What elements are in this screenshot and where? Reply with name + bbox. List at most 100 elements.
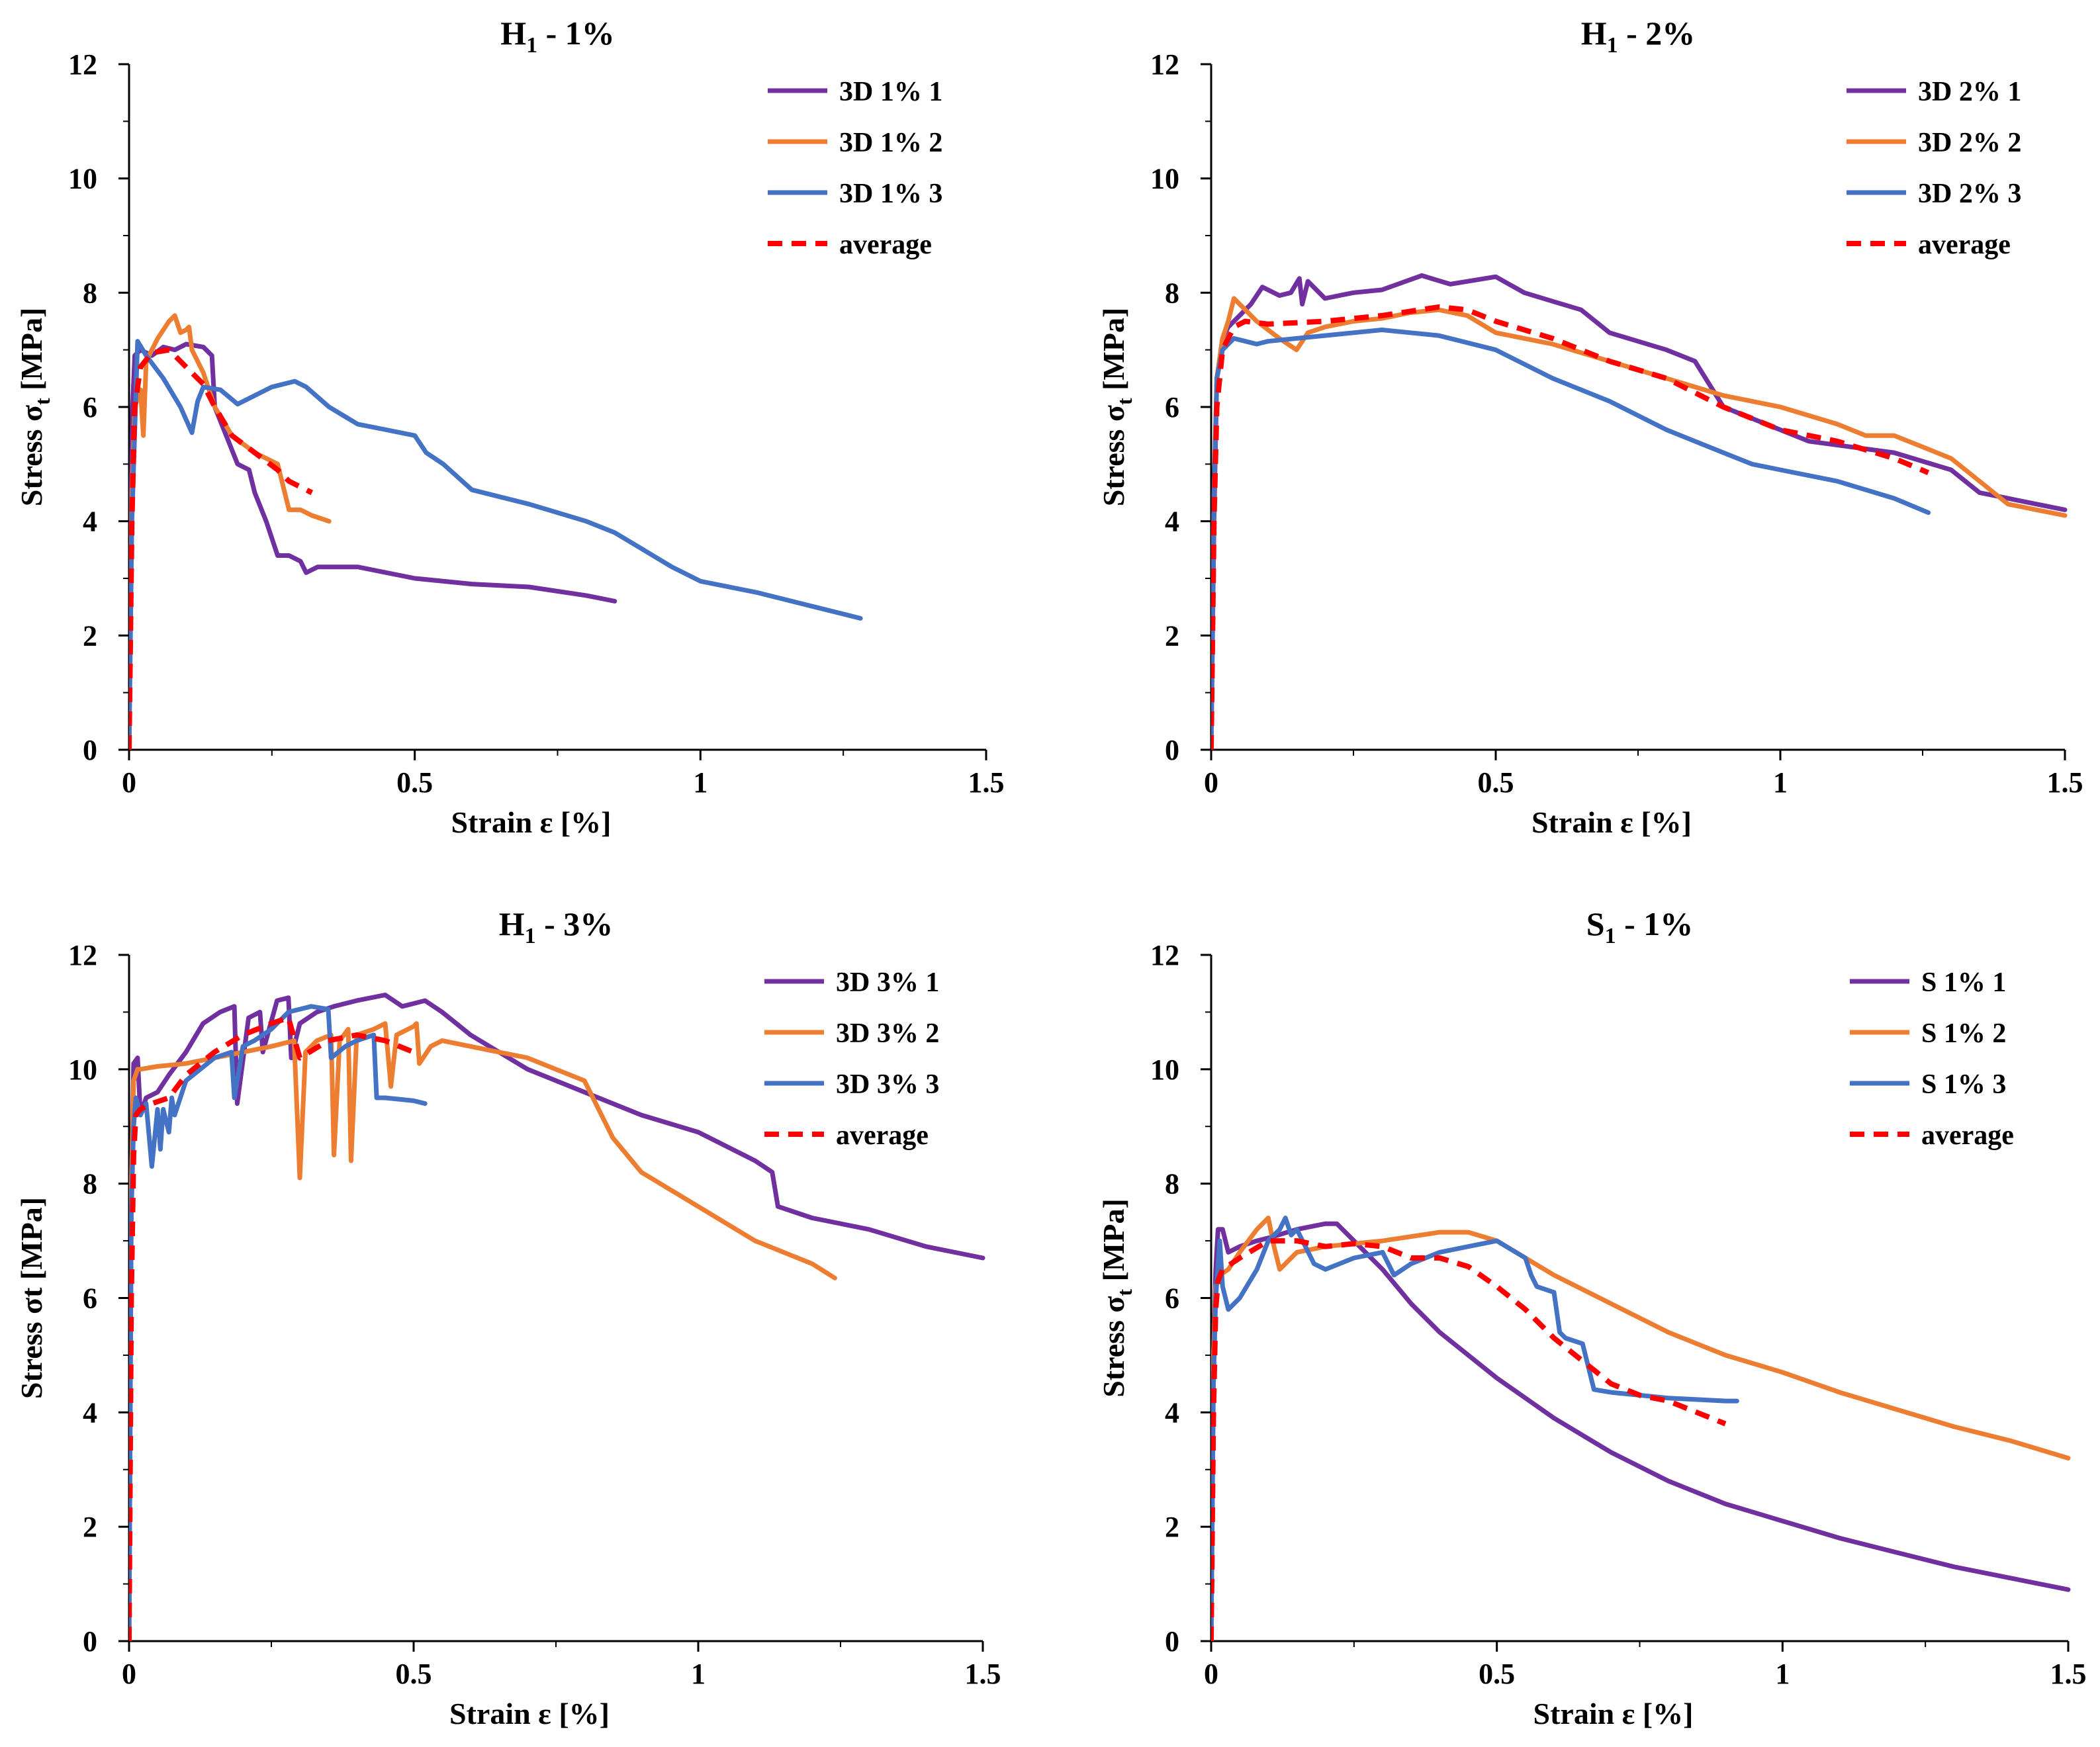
chart-title-rest: - 3% bbox=[536, 905, 614, 942]
legend-label: 3D 2% 2 bbox=[1918, 128, 2021, 158]
legend-label: S 1% 2 bbox=[1921, 1018, 2006, 1049]
plot-area bbox=[129, 313, 863, 750]
series-line-3d-2-3 bbox=[1211, 328, 1931, 750]
series-line-3d-1-3 bbox=[129, 339, 863, 750]
chart-title-sub: 1 bbox=[526, 33, 537, 58]
legend-label: average bbox=[1918, 230, 2011, 260]
chart-title-sub: 1 bbox=[1607, 33, 1618, 58]
y-tick-label: 2 bbox=[83, 1511, 97, 1543]
legend-label: S 1% 3 bbox=[1921, 1069, 2006, 1100]
series-line-average bbox=[129, 1015, 415, 1641]
y-tick-label: 0 bbox=[83, 734, 97, 766]
legend-label: 3D 3% 1 bbox=[836, 967, 939, 998]
series-line-s-1-1 bbox=[1211, 1221, 2071, 1641]
y-axis-label: Stress σt [MPa] bbox=[15, 1197, 48, 1399]
legend-label: 3D 1% 1 bbox=[839, 77, 942, 107]
y-tick-label: 4 bbox=[83, 1396, 97, 1429]
legend-label: 3D 3% 3 bbox=[836, 1069, 939, 1100]
legend-label: 3D 2% 1 bbox=[1918, 77, 2021, 107]
y-tick-label: 6 bbox=[83, 391, 97, 424]
y-axis-label-sub: t bbox=[30, 398, 54, 405]
legend-label: 3D 2% 3 bbox=[1918, 179, 2021, 209]
x-tick-label: 1.5 bbox=[2047, 766, 2083, 799]
x-tick-label: 1 bbox=[1773, 766, 1788, 799]
x-tick-label: 0.5 bbox=[396, 766, 433, 799]
series-line-3d-3-3 bbox=[129, 1004, 428, 1641]
y-axis-label: Stress σt [MPa] bbox=[15, 308, 54, 507]
chart-title: H1 - 3% bbox=[499, 905, 614, 948]
x-tick-label: 0 bbox=[1204, 1658, 1218, 1690]
y-tick-label: 2 bbox=[83, 619, 97, 652]
chart-title-main: H bbox=[499, 905, 525, 942]
chart-title-main: H bbox=[500, 15, 526, 52]
x-tick-label: 1.5 bbox=[968, 766, 1005, 799]
legend-label: S 1% 1 bbox=[1921, 967, 2006, 998]
legend-label: average bbox=[839, 230, 932, 260]
chart-title-main: H bbox=[1581, 15, 1607, 52]
y-tick-label: 12 bbox=[68, 48, 97, 81]
x-tick-label: 0 bbox=[1204, 766, 1218, 799]
y-tick-label: 4 bbox=[83, 506, 97, 538]
x-tick-label: 0.5 bbox=[1479, 1658, 1515, 1690]
x-axis-label: Strain ε [%] bbox=[449, 1697, 610, 1730]
series-line-average bbox=[1211, 304, 1930, 750]
y-tick-label: 6 bbox=[1165, 391, 1179, 424]
y-tick-label: 10 bbox=[1150, 163, 1179, 195]
y-tick-label: 10 bbox=[68, 163, 97, 195]
chart-title-sub: 1 bbox=[1605, 924, 1616, 948]
y-tick-label: 0 bbox=[1165, 1625, 1179, 1658]
y-tick-label: 10 bbox=[68, 1053, 97, 1086]
y-tick-label: 6 bbox=[83, 1282, 97, 1315]
y-axis-label: Stress σt [MPa] bbox=[1097, 1198, 1136, 1398]
y-tick-label: 10 bbox=[1150, 1053, 1179, 1086]
y-axis-label: Stress σt [MPa] bbox=[1097, 308, 1136, 507]
series-line-3d-3-1 bbox=[129, 993, 985, 1641]
y-tick-label: 12 bbox=[68, 939, 97, 971]
chart-title: H1 - 2% bbox=[1581, 15, 1696, 58]
x-axis-label: Strain ε [%] bbox=[451, 805, 612, 839]
plot-area bbox=[129, 993, 985, 1641]
x-tick-label: 0.5 bbox=[1478, 766, 1514, 799]
y-axis-label-main: Stress σt [MPa] bbox=[15, 1197, 48, 1399]
x-tick-label: 1 bbox=[691, 1658, 706, 1690]
legend-label: 3D 1% 2 bbox=[839, 128, 942, 158]
y-tick-label: 8 bbox=[83, 277, 97, 309]
y-tick-label: 4 bbox=[1165, 506, 1179, 538]
y-tick-label: 0 bbox=[1165, 734, 1179, 766]
series-line-average bbox=[1211, 1238, 1727, 1641]
legend-label: 3D 1% 3 bbox=[839, 179, 942, 209]
chart-title-rest: - 1% bbox=[1616, 905, 1694, 942]
series-line-s-1-2 bbox=[1211, 1216, 2071, 1641]
y-tick-label: 2 bbox=[1165, 1511, 1179, 1543]
plot-area bbox=[1211, 1216, 2071, 1641]
chart-title-rest: - 2% bbox=[1618, 15, 1696, 52]
x-tick-label: 0 bbox=[122, 1658, 136, 1690]
legend-label: 3D 3% 2 bbox=[836, 1018, 939, 1049]
chart-title-sub: 1 bbox=[525, 924, 536, 948]
y-tick-label: 8 bbox=[83, 1168, 97, 1200]
x-axis-label: Strain ε [%] bbox=[1533, 1697, 1694, 1730]
series-line-3d-3-2 bbox=[129, 1021, 837, 1641]
y-tick-label: 4 bbox=[1165, 1396, 1179, 1429]
y-tick-label: 6 bbox=[1165, 1282, 1179, 1315]
y-axis-label-main: Stress σ bbox=[1097, 1296, 1130, 1398]
chart-title: S1 - 1% bbox=[1586, 905, 1693, 948]
x-tick-label: 0 bbox=[122, 766, 136, 799]
y-tick-label: 12 bbox=[1150, 939, 1179, 971]
x-tick-label: 1.5 bbox=[2050, 1658, 2087, 1690]
y-axis-label-sub: t bbox=[1113, 1289, 1136, 1296]
chart-title-main: S bbox=[1586, 905, 1605, 942]
x-tick-label: 0.5 bbox=[396, 1658, 432, 1690]
y-axis-label-sub: t bbox=[1113, 398, 1136, 405]
x-tick-label: 1.5 bbox=[965, 1658, 1001, 1690]
series-line-3d-2-2 bbox=[1211, 296, 2068, 750]
x-tick-label: 1 bbox=[1775, 1658, 1790, 1690]
y-axis-label-main: Stress σ bbox=[15, 405, 48, 506]
y-tick-label: 8 bbox=[1165, 1168, 1179, 1200]
plot-area bbox=[1211, 273, 2068, 750]
y-axis-label-main: Stress σ bbox=[1097, 405, 1130, 506]
